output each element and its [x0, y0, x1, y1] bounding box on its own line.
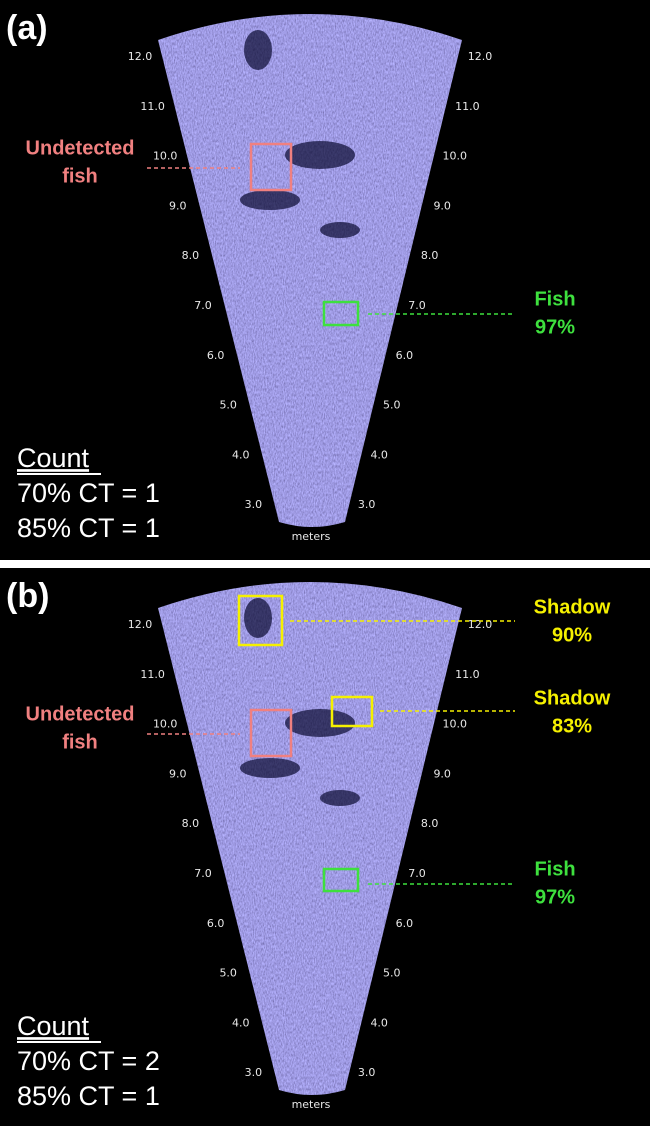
panel-label: (a)	[6, 9, 48, 47]
count-title: Count	[17, 1011, 90, 1041]
annotation-text: Undetected	[26, 137, 135, 159]
range-label: 10.0	[153, 150, 178, 163]
range-label: 5.0	[219, 399, 237, 412]
range-label: 11.0	[455, 100, 480, 113]
range-label: 3.0	[245, 1066, 263, 1079]
unit-label: meters	[292, 530, 331, 543]
annotation-text: Fish	[534, 858, 575, 880]
annotation-text: Undetected	[26, 703, 135, 725]
annotation-text: 97%	[535, 886, 575, 908]
range-label: 10.0	[153, 718, 178, 731]
annotation-text: 83%	[552, 715, 592, 737]
dark-region	[244, 30, 272, 70]
separator	[0, 560, 650, 568]
range-label: 8.0	[182, 249, 200, 262]
count-line: 85% CT = 1	[17, 513, 160, 543]
annotation-text: 90%	[552, 624, 592, 646]
range-label: 10.0	[443, 718, 468, 731]
range-label: 7.0	[194, 299, 212, 312]
range-label: 11.0	[140, 100, 165, 113]
range-label: 4.0	[370, 448, 388, 461]
count-line: 85% CT = 1	[17, 1081, 160, 1111]
range-label: 4.0	[232, 1016, 250, 1029]
dark-region	[285, 141, 355, 169]
range-label: 8.0	[421, 817, 439, 830]
range-label: 4.0	[232, 448, 250, 461]
count-line: 70% CT = 2	[17, 1046, 160, 1076]
annotation-text: Shadow	[534, 596, 611, 618]
range-label: 4.0	[370, 1016, 388, 1029]
range-label: 12.0	[128, 50, 153, 63]
panel-label: (b)	[6, 577, 49, 615]
range-label: 9.0	[169, 199, 187, 212]
range-label: 5.0	[219, 967, 237, 980]
range-label: 7.0	[408, 867, 426, 880]
range-label: 3.0	[245, 498, 263, 511]
range-label: 8.0	[182, 817, 200, 830]
dark-region	[240, 758, 300, 778]
count-line: 70% CT = 1	[17, 478, 160, 508]
dark-region	[244, 598, 272, 638]
detection-box	[330, 695, 374, 728]
range-label: 5.0	[383, 399, 401, 412]
detection-box	[237, 594, 284, 647]
annotation-text: 97%	[535, 316, 575, 338]
range-label: 3.0	[358, 498, 376, 511]
range-label: 3.0	[358, 1066, 376, 1079]
range-label: 9.0	[169, 767, 187, 780]
dark-region	[285, 709, 355, 737]
detection-box	[249, 708, 293, 758]
range-label: 8.0	[421, 249, 439, 262]
range-label: 9.0	[433, 199, 451, 212]
range-label: 11.0	[455, 668, 480, 681]
range-label: 6.0	[396, 917, 414, 930]
count-title: Count	[17, 443, 90, 473]
range-label: 9.0	[433, 767, 451, 780]
range-label: 7.0	[408, 299, 426, 312]
detection-box	[322, 867, 360, 893]
unit-label: meters	[292, 1098, 331, 1111]
annotation-text: Shadow	[534, 687, 611, 709]
range-label: 12.0	[468, 50, 493, 63]
dark-region	[320, 790, 360, 806]
range-label: 12.0	[468, 618, 493, 631]
range-label: 11.0	[140, 668, 165, 681]
detection-box	[322, 300, 360, 327]
annotation-text: Fish	[534, 288, 575, 310]
annotation-text: fish	[62, 165, 98, 187]
dark-region	[320, 222, 360, 238]
annotation-text: fish	[62, 731, 98, 753]
range-label: 5.0	[383, 967, 401, 980]
range-label: 10.0	[443, 150, 468, 163]
range-label: 7.0	[194, 867, 212, 880]
range-label: 6.0	[207, 349, 225, 362]
dark-region	[240, 190, 300, 210]
range-label: 6.0	[207, 917, 225, 930]
range-label: 6.0	[396, 349, 414, 362]
detection-box	[249, 142, 293, 192]
range-label: 12.0	[128, 618, 153, 631]
